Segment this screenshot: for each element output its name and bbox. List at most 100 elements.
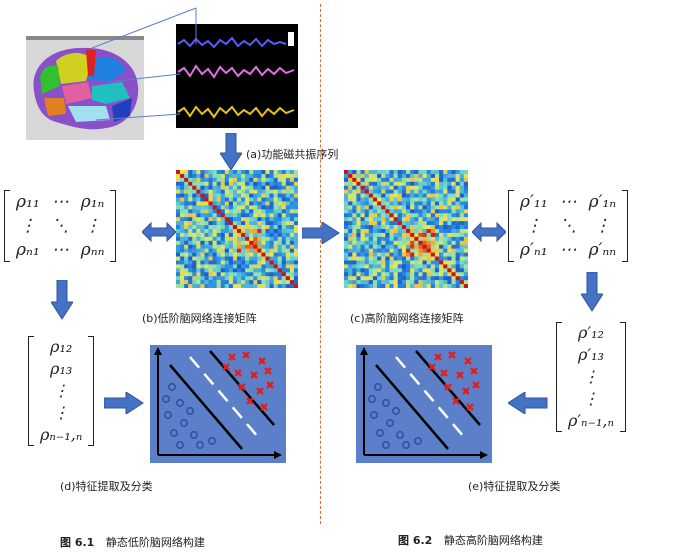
brain-image — [26, 36, 144, 140]
heatmap-cell — [426, 221, 432, 226]
heatmap-cell — [261, 201, 266, 206]
heatmap-cell — [204, 217, 209, 222]
heatmap-cell — [277, 244, 283, 249]
heatmap-cell — [232, 248, 238, 253]
heatmap-cell — [200, 205, 205, 210]
heatmap-cell — [451, 201, 456, 206]
heatmap-cell — [180, 170, 185, 175]
heatmap-cell — [434, 268, 440, 273]
heatmap-cell — [443, 189, 448, 194]
heatmap-cell — [204, 185, 209, 190]
heatmap-cell — [356, 225, 361, 230]
heatmap-cell — [273, 209, 278, 214]
heatmap-cell — [261, 276, 266, 281]
heatmap-cell — [463, 280, 469, 285]
heatmap-cell — [414, 256, 419, 261]
heatmap-cell — [285, 181, 291, 187]
heatmap-cell — [397, 209, 403, 214]
heatmap-cell — [293, 256, 299, 261]
heatmap-cell — [265, 181, 270, 187]
heatmap-cell — [184, 229, 189, 234]
heatmap-cell — [430, 185, 436, 190]
heatmap-cell — [356, 185, 361, 190]
heatmap-cell — [455, 260, 461, 265]
heatmap-cell — [216, 244, 222, 249]
heatmap-cell — [253, 173, 258, 179]
heatmap-cell — [245, 181, 250, 187]
heatmap-cell — [232, 177, 238, 183]
heatmap-cell — [389, 197, 394, 202]
heatmap-cell — [414, 197, 419, 202]
heatmap-cell — [410, 240, 415, 246]
heatmap-cell — [232, 217, 238, 222]
heatmap-cell — [344, 284, 349, 289]
heatmap-cell — [439, 232, 444, 238]
heatmap-cell — [426, 177, 432, 183]
heatmap-cell — [204, 264, 209, 269]
negative-sample-marker — [162, 395, 170, 403]
heatmap-cell — [393, 284, 399, 289]
heatmap-cell — [406, 264, 411, 269]
heatmap-cell — [352, 240, 357, 246]
heatmap-cell — [245, 205, 250, 210]
heatmap-cell — [426, 280, 432, 285]
heatmap-cell — [397, 244, 403, 249]
heatmap-cell — [285, 201, 291, 206]
heatmap-cell — [249, 268, 254, 273]
heatmap-cell — [426, 248, 432, 253]
heatmap-cell — [356, 217, 361, 222]
heatmap-cell — [180, 205, 185, 210]
heatmap-cell — [372, 252, 378, 257]
heatmap-cell — [459, 268, 465, 273]
heatmap-cell — [463, 189, 469, 194]
heatmap-cell — [372, 280, 378, 285]
heatmap-cell — [401, 280, 407, 285]
heatmap-cell — [192, 252, 197, 257]
heatmap-cell — [377, 264, 382, 269]
heatmap-cell — [208, 197, 213, 202]
heatmap-cell — [232, 276, 238, 281]
heatmap-cell — [204, 181, 209, 187]
heatmap-cell — [180, 209, 185, 214]
heatmap-cell — [216, 213, 222, 218]
heatmap-cell — [285, 256, 291, 261]
heatmap-cell — [176, 170, 181, 175]
heatmap-cell — [289, 264, 295, 269]
heatmap-cell — [439, 256, 444, 261]
heatmap-cell — [220, 213, 226, 218]
heatmap-cell — [439, 225, 444, 230]
heatmap-cell — [455, 213, 461, 218]
heatmap-cell — [430, 209, 436, 214]
heatmap-cell — [245, 280, 250, 285]
heatmap-cell — [368, 236, 374, 242]
negative-sample-marker — [180, 419, 188, 427]
heatmap-cell — [273, 197, 278, 202]
heatmap-cell — [188, 213, 193, 218]
heatmap-cell — [273, 244, 278, 249]
heatmap-cell — [212, 221, 217, 226]
heatmap-cell — [180, 244, 185, 249]
heatmap-cell — [426, 284, 432, 289]
heatmap-cell — [253, 280, 258, 285]
heatmap-cell — [237, 197, 242, 202]
margin-line — [375, 364, 449, 450]
heatmap-cell — [204, 209, 209, 214]
heatmap-cell — [224, 177, 230, 183]
heatmap-cell — [463, 181, 469, 187]
heatmap-cell — [204, 284, 209, 289]
heatmap-cell — [360, 252, 365, 257]
heatmap-cell — [364, 272, 370, 277]
heatmap-cell — [192, 189, 197, 194]
heatmap-cell — [232, 209, 238, 214]
heatmap-cell — [277, 201, 283, 206]
heatmap-cell — [422, 276, 427, 281]
matrix-left-bracket — [4, 190, 10, 262]
heatmap-cell — [430, 268, 436, 273]
heatmap-cell — [200, 201, 205, 206]
heatmap-cell — [289, 221, 295, 226]
heatmap-cell — [184, 256, 189, 261]
positive-sample-marker — [462, 387, 470, 395]
heatmap-cell — [204, 240, 209, 246]
heatmap-cell — [293, 232, 299, 238]
